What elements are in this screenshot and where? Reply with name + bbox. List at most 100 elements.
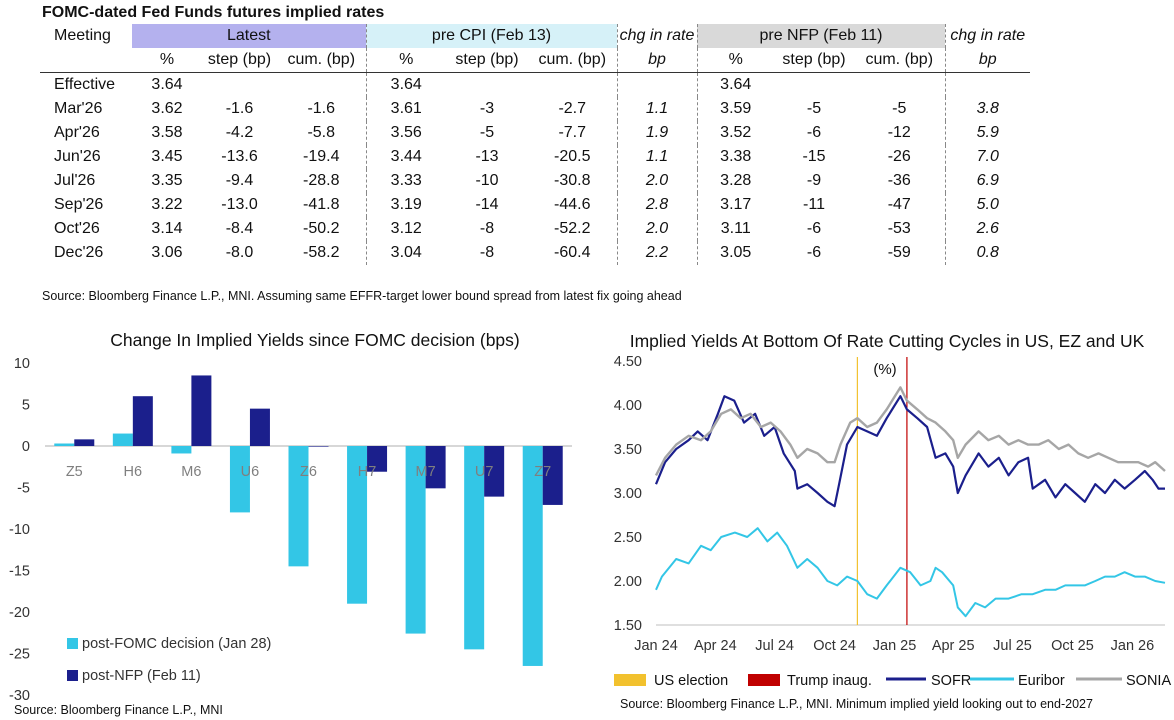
bar-x-tick-u7: U7 bbox=[475, 464, 494, 480]
row-meeting-label: Oct'26 bbox=[54, 220, 100, 237]
line-y-tick: 2.00 bbox=[614, 574, 642, 590]
subheader-cell: cum. (bp) bbox=[854, 48, 946, 73]
table-cell: -5 bbox=[806, 100, 822, 117]
rates-table: Meeting Latest pre CPI (Feb 13) chg in r… bbox=[40, 24, 1030, 265]
table-cell: 3.35 bbox=[151, 172, 183, 189]
table-cell: 2.0 bbox=[617, 169, 698, 193]
bar-x-tick-m6: M6 bbox=[181, 464, 201, 480]
table-cell: 3.8 bbox=[976, 100, 999, 117]
header-meeting: Meeting bbox=[54, 27, 111, 44]
table-cell: 3.17 bbox=[720, 196, 752, 213]
bar-x-tick-z7: Z7 bbox=[534, 464, 551, 480]
line-x-tick: Apr 24 bbox=[694, 638, 737, 654]
bar-post-nfp-z6 bbox=[308, 446, 329, 447]
bar-post-fomc-m7 bbox=[405, 446, 426, 634]
table-cell: -8.4 bbox=[225, 220, 254, 237]
subheader-cell: step (bp) bbox=[455, 51, 519, 68]
bar-post-nfp-m7 bbox=[425, 446, 446, 489]
table-cell: -13.0 bbox=[221, 196, 258, 213]
table-cell: -8 bbox=[479, 220, 495, 237]
table-cell: -52.2 bbox=[528, 217, 618, 241]
line-chart: Implied Yields At Bottom Of Rate Cutting… bbox=[614, 331, 1172, 711]
table-cell: 3.05 bbox=[720, 244, 752, 261]
table-cell: 3.61 bbox=[390, 100, 422, 117]
table-row: Jul'26 3.35 -9.4 -28.8 3.33 -10 -30.8 2.0 3.28 -9… bbox=[40, 169, 1030, 193]
table-cell: -59 bbox=[854, 241, 946, 265]
bar-y-tick: -15 bbox=[9, 564, 30, 580]
bar-x-tick-u6: U6 bbox=[241, 464, 260, 480]
table-cell: 3.12 bbox=[390, 220, 422, 237]
subheader-cell: % bbox=[159, 51, 175, 68]
rates-table-section: FOMC-dated Fed Funds futures implied rat… bbox=[0, 0, 1174, 310]
line-y-tick: 2.50 bbox=[614, 530, 642, 546]
table-row: Apr'26 3.58 -4.2 -5.8 3.56 -5 -7.7 1.9 3.52 -6 -12… bbox=[40, 121, 1030, 145]
table-cell: 3.38 bbox=[720, 148, 752, 165]
table-cell bbox=[528, 72, 618, 97]
row-meeting-label: Jul'26 bbox=[54, 172, 96, 189]
table-cell: -26 bbox=[854, 145, 946, 169]
table-cell: 5.0 bbox=[976, 196, 999, 213]
table-header-row: Meeting Latest pre CPI (Feb 13) chg in r… bbox=[40, 24, 1030, 48]
subheader-cell: % bbox=[399, 51, 414, 68]
bar-post-fomc-u7 bbox=[464, 446, 485, 650]
legend-swatch-post-fomc bbox=[67, 638, 78, 649]
line-x-tick: Jul 24 bbox=[755, 638, 794, 654]
table-cell: 2.6 bbox=[976, 220, 999, 237]
table-cell: -13 bbox=[475, 148, 499, 165]
table-cell: -28.8 bbox=[277, 169, 367, 193]
row-meeting-label: Sep'26 bbox=[54, 196, 104, 213]
subheader-cell: bp bbox=[617, 48, 698, 73]
header-pre-nfp: pre NFP (Feb 11) bbox=[697, 24, 946, 48]
table-cell: 6.9 bbox=[976, 172, 999, 189]
bar-post-fomc-m6 bbox=[171, 446, 192, 454]
bar-y-tick: 10 bbox=[14, 356, 30, 372]
bar-post-nfp-h6 bbox=[132, 396, 153, 446]
series-euribor bbox=[655, 527, 1166, 618]
line-x-tick: Jul 25 bbox=[993, 638, 1032, 654]
line-x-tick: Jan 26 bbox=[1111, 638, 1155, 654]
subheader-cell: % bbox=[728, 51, 743, 68]
table-cell: -8 bbox=[479, 244, 495, 261]
bar-x-tick-m7: M7 bbox=[416, 464, 436, 480]
table-cell: -30.8 bbox=[528, 169, 618, 193]
table-cell bbox=[774, 72, 854, 97]
bar-post-nfp-h7 bbox=[367, 446, 388, 472]
header-pre-cpi: pre CPI (Feb 13) bbox=[366, 24, 618, 48]
row-meeting-label: Dec'26 bbox=[54, 244, 104, 261]
table-cell: 7.0 bbox=[976, 148, 999, 165]
table-cell: 3.19 bbox=[390, 196, 422, 213]
legend-label-post-nfp: post-NFP (Feb 11) bbox=[82, 668, 201, 684]
bar-x-tick-h7: H7 bbox=[358, 464, 377, 480]
table-cell: -10 bbox=[475, 172, 499, 189]
table-cell bbox=[446, 72, 528, 97]
table-cell: -5.8 bbox=[277, 121, 367, 145]
row-meeting-label: Jun'26 bbox=[54, 148, 101, 165]
line-chart-source: Source: Bloomberg Finance L.P., MNI. Min… bbox=[620, 697, 1093, 711]
table-row: Sep'26 3.22 -13.0 -41.8 3.19 -14 -44.6 2.8 3.17 -… bbox=[40, 193, 1030, 217]
legend-label-trump-inaug: Trump inaug. bbox=[787, 673, 872, 689]
table-row: Dec'26 3.06 -8.0 -58.2 3.04 -8 -60.4 2.2 3.05 -6 -… bbox=[40, 241, 1030, 265]
series-sonia bbox=[654, 386, 1166, 476]
legend-label-us-election: US election bbox=[654, 673, 728, 689]
table-row: Effective 3.64 3.64 3.64 bbox=[40, 72, 1030, 97]
table-cell: 3.64 bbox=[697, 72, 774, 97]
table-row: Oct'26 3.14 -8.4 -50.2 3.12 -8 -52.2 2.0 3.11 -6 -… bbox=[40, 217, 1030, 241]
bar-post-fomc-z7 bbox=[522, 446, 543, 666]
table-cell: 3.33 bbox=[390, 172, 422, 189]
table-cell: -5 bbox=[479, 124, 495, 141]
table-cell: 3.04 bbox=[390, 244, 422, 261]
line-y-tick: 3.00 bbox=[614, 486, 642, 502]
bar-x-tick-z5: Z5 bbox=[66, 464, 83, 480]
table-cell: 3.14 bbox=[151, 220, 183, 237]
bar-post-nfp-u6 bbox=[249, 408, 270, 446]
table-cell: 3.11 bbox=[720, 220, 751, 237]
table-cell: 1.1 bbox=[617, 97, 698, 121]
table-cell: -12 bbox=[854, 121, 946, 145]
table-cell: -1.6 bbox=[277, 97, 367, 121]
bar-chart: Change In Implied Yields since FOMC deci… bbox=[9, 330, 572, 717]
table-cell: 3.62 bbox=[151, 100, 183, 117]
table-cell: 2.8 bbox=[617, 193, 698, 217]
bar-chart-title: Change In Implied Yields since FOMC deci… bbox=[110, 330, 520, 350]
table-cell: 1.1 bbox=[617, 145, 698, 169]
subheader-cell: step (bp) bbox=[782, 51, 846, 68]
